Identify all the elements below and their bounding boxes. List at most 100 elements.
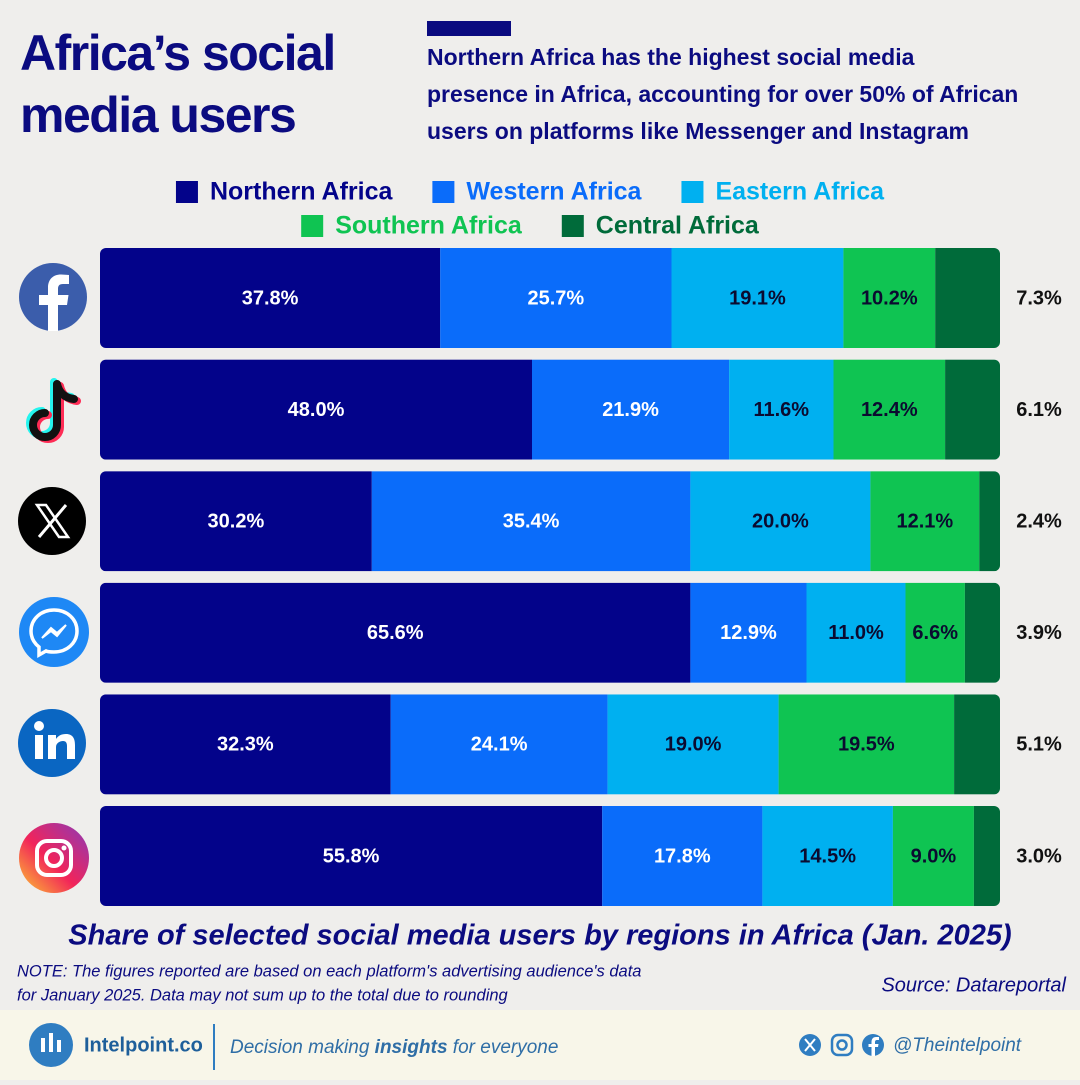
bar-segment xyxy=(100,248,441,348)
data-label: 35.4% xyxy=(503,510,560,532)
bar-segment xyxy=(935,248,1000,348)
legend: Northern Africa Western Africa Eastern Afr… xyxy=(175,178,885,240)
legend-item: Western Africa xyxy=(432,178,643,206)
bar-segment xyxy=(964,582,1000,683)
subtitle: presence in Africa, accounting for over … xyxy=(427,81,1018,107)
bar-segment xyxy=(607,694,779,795)
data-label: 24.1% xyxy=(471,734,528,756)
bar-segment xyxy=(690,582,807,683)
bar-segment xyxy=(602,806,763,906)
legend-swatch xyxy=(175,181,198,203)
legend-swatch xyxy=(301,215,324,237)
bar-segment xyxy=(532,359,730,460)
source: Source: Datareportal xyxy=(881,974,1066,996)
bar-row xyxy=(100,248,1000,348)
data-label: 19.5% xyxy=(838,734,895,756)
data-label: 7.3% xyxy=(1016,287,1062,309)
data-label: 65.6% xyxy=(367,622,424,644)
bar-row xyxy=(100,582,1000,683)
data-label: 5.1% xyxy=(1016,734,1062,756)
data-label: 6.6% xyxy=(912,622,958,644)
data-label: 11.6% xyxy=(753,399,809,421)
data-label: 12.4% xyxy=(861,399,918,421)
legend-item: Southern Africa xyxy=(301,212,523,240)
chart-title: media users xyxy=(20,87,295,143)
data-label: 19.0% xyxy=(665,734,722,756)
bar-segment xyxy=(954,694,1000,795)
brand-name: Intelpoint.co xyxy=(84,1034,203,1056)
legend-label: Western Africa xyxy=(466,178,642,206)
bar-segment xyxy=(973,806,1000,906)
instagram-icon xyxy=(19,823,89,893)
bar-row xyxy=(100,359,1000,460)
data-label: 3.0% xyxy=(1016,845,1062,867)
legend-label: Central Africa xyxy=(596,212,760,240)
bar-row xyxy=(100,471,1000,572)
bar-segment xyxy=(390,694,608,795)
data-label: 19.1% xyxy=(729,287,786,309)
social-icons xyxy=(799,1033,884,1057)
bar-segment xyxy=(100,694,391,795)
data-label: 48.0% xyxy=(288,399,345,421)
bar-segment xyxy=(870,471,980,572)
data-label: 2.4% xyxy=(1016,510,1062,532)
data-label: 17.8% xyxy=(654,845,711,867)
data-label: 11.0% xyxy=(828,622,884,644)
bar-segment xyxy=(806,582,906,683)
legend-label: Eastern Africa xyxy=(715,178,885,206)
bar-segment xyxy=(440,248,672,348)
data-label: 32.3% xyxy=(217,734,274,756)
bar-segment xyxy=(843,248,936,348)
data-label: 6.1% xyxy=(1016,399,1062,421)
subtitle: users on platforms like Messenger and In… xyxy=(427,118,969,144)
data-label: 55.8% xyxy=(323,845,380,867)
bar-segment xyxy=(100,359,532,460)
data-label: 21.9% xyxy=(602,399,659,421)
data-label: 3.9% xyxy=(1016,622,1062,644)
bar-row xyxy=(100,694,1000,795)
bar-segment xyxy=(100,582,691,683)
chart-caption: Share of selected social media users by … xyxy=(68,920,1011,952)
messenger-icon xyxy=(19,597,89,667)
chart-title: Africa’s social xyxy=(20,25,335,81)
tagline-part: for everyone xyxy=(448,1037,559,1058)
bar-segment xyxy=(690,471,871,572)
bar-segment xyxy=(945,359,1000,460)
bar-segment xyxy=(979,471,1000,572)
title-accent xyxy=(427,21,511,36)
bar-segment xyxy=(905,582,965,683)
tiktok-icon xyxy=(26,378,81,443)
footer-band xyxy=(0,1010,1080,1080)
legend-swatch xyxy=(432,181,455,203)
bar-segment xyxy=(729,359,834,460)
legend-swatch xyxy=(681,181,704,203)
bar-segment xyxy=(892,806,974,906)
bar-segment xyxy=(100,471,372,572)
tagline-part: Decision making xyxy=(230,1037,375,1058)
subtitle: Northern Africa has the highest social m… xyxy=(427,44,915,70)
data-label: 12.1% xyxy=(896,510,953,532)
data-label: 20.0% xyxy=(752,510,809,532)
linkedin-icon xyxy=(18,709,86,777)
bar-segment xyxy=(371,471,691,572)
brand-logo xyxy=(29,1023,73,1067)
bar-segment xyxy=(762,806,893,906)
bar-segment xyxy=(833,359,946,460)
legend-item: Central Africa xyxy=(561,212,760,240)
note: NOTE: The figures reported are based on … xyxy=(17,962,641,980)
tagline-part: insights xyxy=(375,1037,448,1058)
bar-segment xyxy=(100,806,603,906)
data-label: 9.0% xyxy=(911,845,957,867)
data-label: 12.9% xyxy=(720,622,777,644)
social-handle: @Theintelpoint xyxy=(893,1035,1022,1056)
legend-label: Northern Africa xyxy=(210,178,394,206)
tagline: Decision making insights for everyone xyxy=(230,1037,558,1058)
bar-segment xyxy=(671,248,844,348)
data-label: 37.8% xyxy=(242,287,299,309)
data-label: 30.2% xyxy=(208,510,265,532)
data-label: 10.2% xyxy=(861,287,918,309)
bar-row xyxy=(100,806,1000,906)
legend-label: Southern Africa xyxy=(335,212,523,240)
